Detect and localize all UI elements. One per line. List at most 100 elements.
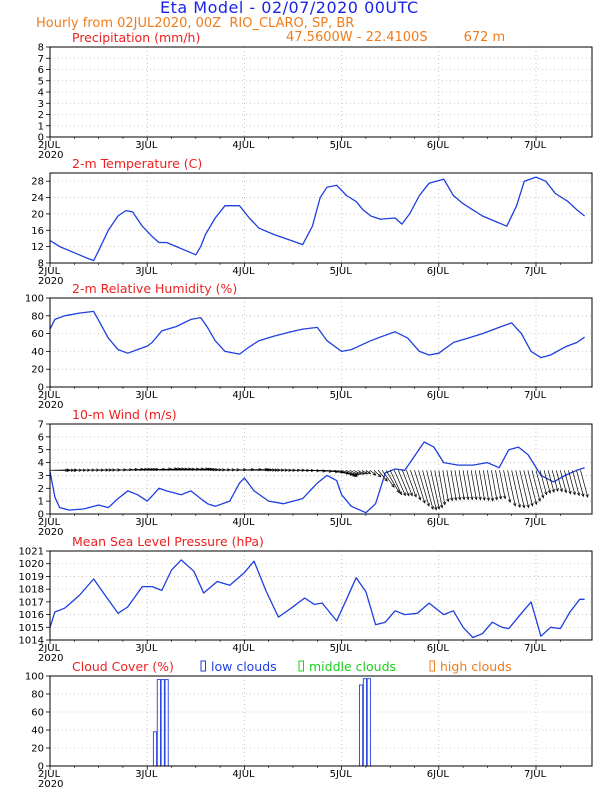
wind-arrow	[535, 470, 544, 498]
wind-arrowhead	[530, 502, 534, 507]
wind-arrowhead	[564, 489, 568, 494]
y-tick-label: 0	[38, 383, 44, 394]
wind-arrowhead	[413, 493, 417, 498]
legend: low clouds middle clouds high clouds	[200, 659, 512, 674]
plot-frame	[49, 675, 593, 767]
wind-arrowhead	[526, 504, 530, 509]
wind-arrow	[426, 470, 437, 510]
x-tick-label: 5JUL	[330, 390, 353, 401]
x-tick-label: 5JUL	[330, 140, 353, 151]
x-tick-label: 3JUL	[135, 643, 158, 654]
plot-frame	[49, 297, 593, 388]
wind-arrowhead	[474, 496, 478, 501]
wind-arrow	[418, 470, 430, 507]
wind-arrow	[547, 470, 555, 493]
panel-2: 8 12 16 20 24 28 2JUL 3JUL 4JUL 5JUL 6JUL 7JUL 2020 2…	[31, 156, 593, 287]
x-tick-label: 6JUL	[427, 643, 450, 654]
x-tick-label: 3JUL	[135, 140, 158, 151]
grid-lines	[50, 298, 592, 387]
wind-arrowhead	[498, 495, 503, 500]
y-tick-label: 7	[38, 54, 44, 65]
y-tick-label: 1020	[19, 559, 44, 570]
y-tick-label: 60	[31, 329, 44, 340]
wind-arrowhead	[391, 484, 395, 488]
wind-arrowhead	[398, 491, 402, 496]
wind-arrowhead	[541, 494, 545, 499]
wind-arrow	[373, 470, 382, 478]
station-location: 47.5600W - 22.4100S 672 m	[286, 31, 541, 44]
y-tick-label: 6	[38, 432, 44, 443]
x-tick-label: 3JUL	[135, 266, 158, 277]
wind-arrowhead	[409, 492, 413, 497]
y-tick-label: 40	[31, 347, 44, 358]
x-tick-label: 6JUL	[427, 140, 450, 151]
wind-arrow	[175, 468, 192, 471]
wind-arrowhead	[355, 471, 360, 475]
wind-arrow	[446, 470, 453, 501]
wind-arrowhead	[402, 492, 406, 497]
y-tick-label: 1	[38, 121, 44, 132]
grid-lines	[50, 47, 592, 137]
y-tick-label: 1019	[19, 572, 44, 583]
x-tick-label: 5JUL	[330, 266, 353, 277]
year-label: 2020	[38, 653, 63, 664]
y-tick-label: 1	[38, 497, 44, 508]
bar-low-clouds	[156, 679, 161, 767]
wind-arrowhead	[358, 471, 362, 475]
wind-arrow	[527, 470, 537, 505]
wind-arrowhead	[434, 506, 438, 511]
wind-arrowhead	[406, 492, 410, 497]
y-tick-label: 1015	[19, 623, 44, 634]
wind-arrowhead	[458, 496, 462, 501]
legend-swatch-high-clouds	[429, 660, 435, 672]
wind-arrow	[491, 470, 498, 500]
wind-arrowhead	[442, 501, 447, 506]
x-tick-label: 4JUL	[232, 517, 255, 528]
wind-arrowhead	[513, 502, 517, 507]
y-tick-label: 60	[31, 708, 44, 719]
x-tick-label: 7JUL	[524, 140, 547, 151]
x-tick-label: 6JUL	[427, 390, 450, 401]
wind-arrow	[345, 469, 358, 476]
wind-arrowhead	[364, 471, 368, 475]
wind-arrow	[171, 468, 188, 471]
wind-arrowhead	[522, 504, 526, 509]
wind-arrow	[434, 470, 443, 508]
plot-frame	[49, 423, 593, 515]
x-tick-label: 7JUL	[524, 643, 547, 654]
chart-title: Eta Model - 02/07/2020 00UTC	[160, 0, 419, 17]
y-tick-label: 3	[38, 99, 44, 110]
x-tick-label: 3JUL	[135, 517, 158, 528]
year-label: 2020	[38, 779, 63, 790]
series-line-wind-speed	[49, 441, 585, 514]
x-tick-label: 4JUL	[232, 266, 255, 277]
y-tick-label: 1018	[19, 585, 44, 596]
wind-arrowhead	[377, 473, 382, 478]
wind-arrow	[397, 470, 410, 496]
wind-arrow	[495, 470, 502, 500]
y-tick-label: 20	[31, 365, 44, 376]
chart-subtitle: Hourly from 02JUL2020, 00Z RIO_CLARO, SP…	[36, 17, 354, 30]
y-tick-label: 100	[25, 672, 44, 683]
wind-arrowhead	[367, 470, 372, 475]
wind-arrowhead	[568, 490, 572, 495]
legend-swatch-middle-clouds	[298, 660, 304, 672]
wind-arrow	[559, 470, 567, 493]
subtitle-prefix: Hourly from 02JUL2020, 00Z	[36, 16, 222, 31]
wind-arrow	[381, 470, 395, 488]
bar-low-clouds	[164, 679, 169, 767]
wind-arrow	[438, 470, 446, 505]
x-tick-label: 6JUL	[427, 769, 450, 780]
panel-title: 2-m Relative Humidity (%)	[72, 281, 237, 296]
wind-arrow	[474, 470, 481, 500]
y-tick-label: 16	[31, 226, 44, 237]
x-tick-label: 3JUL	[135, 769, 158, 780]
x-tick-label: 2JUL	[38, 390, 61, 401]
year-label: 2020	[38, 150, 63, 161]
wind-arrow	[568, 470, 576, 495]
wind-arrow	[442, 470, 449, 502]
wind-arrow	[183, 468, 199, 471]
x-tick-label: 2JUL	[38, 517, 61, 528]
wind-arrowhead	[361, 471, 365, 475]
wind-arrowhead	[548, 490, 552, 494]
